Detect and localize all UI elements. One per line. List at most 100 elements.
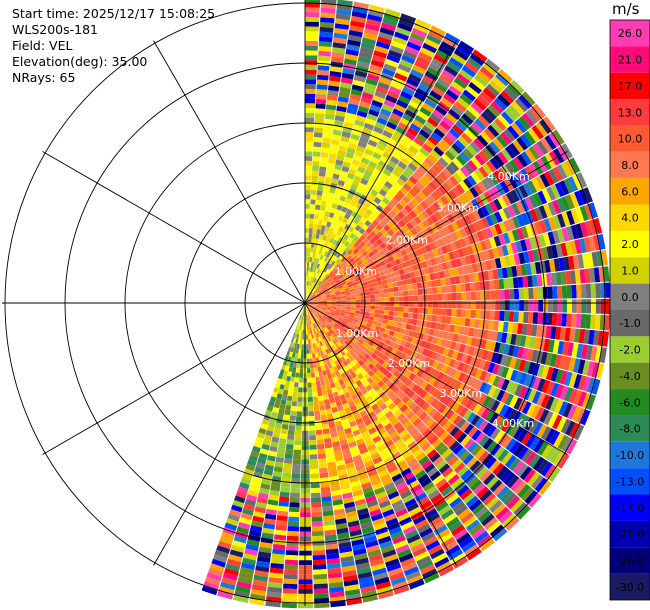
velocity-gate — [495, 300, 500, 311]
velocity-gate — [341, 271, 347, 277]
velocity-gate — [320, 17, 335, 24]
velocity-gate — [325, 236, 331, 243]
velocity-gate — [345, 268, 351, 274]
velocity-gate — [389, 209, 397, 218]
velocity-gate — [418, 254, 426, 263]
velocity-gate — [306, 271, 309, 277]
velocity-gate — [348, 204, 356, 211]
velocity-gate — [489, 200, 499, 213]
velocity-gate — [465, 283, 471, 292]
velocity-gate — [473, 138, 485, 150]
velocity-gate — [370, 189, 379, 197]
velocity-gate — [569, 157, 581, 174]
velocity-gate — [475, 309, 481, 319]
velocity-gate — [334, 271, 340, 276]
velocity-gate — [360, 295, 366, 299]
velocity-gate — [412, 283, 418, 290]
velocity-gate — [388, 310, 394, 316]
velocity-gate — [322, 261, 327, 267]
velocity-gate — [327, 299, 332, 302]
velocity-gate — [345, 152, 354, 159]
velocity-gate — [312, 298, 318, 301]
velocity-gate — [478, 166, 489, 178]
velocity-gate — [352, 124, 363, 132]
velocity-gate — [480, 205, 490, 217]
velocity-gate — [429, 273, 436, 281]
velocity-gate — [305, 64, 317, 70]
velocity-gate — [518, 252, 526, 265]
velocity-gate — [438, 228, 447, 238]
velocity-gate — [396, 68, 410, 78]
velocity-gate — [390, 276, 397, 283]
velocity-gate — [520, 264, 528, 276]
velocity-gate — [307, 286, 310, 291]
velocity-gate — [458, 116, 471, 129]
velocity-gate — [561, 285, 568, 299]
velocity-gate — [560, 242, 568, 257]
velocity-gate — [384, 205, 392, 213]
velocity-gate — [326, 252, 331, 258]
velocity-gate — [321, 295, 327, 299]
velocity-gate — [551, 313, 558, 326]
velocity-gate — [308, 411, 315, 417]
velocity-gate — [349, 251, 356, 258]
velocity-gate — [346, 193, 354, 200]
velocity-gate — [338, 226, 344, 233]
velocity-gate — [453, 101, 467, 113]
velocity-gate — [542, 286, 548, 299]
velocity-gate — [435, 174, 445, 185]
velocity-gate — [463, 225, 472, 236]
velocity-gate — [372, 184, 382, 193]
velocity-gate — [480, 240, 488, 251]
velocity-gate — [307, 276, 310, 282]
velocity-gate — [299, 545, 312, 551]
velocity-gate — [295, 372, 300, 378]
velocity-gate — [485, 215, 494, 227]
velocity-gate — [420, 47, 435, 58]
velocity-gate — [561, 227, 570, 242]
velocity-gate — [329, 187, 336, 194]
velocity-gate — [581, 299, 587, 314]
velocity-gate — [357, 198, 366, 206]
velocity-gate — [470, 102, 484, 115]
velocity-gate — [437, 308, 443, 316]
velocity-gate — [539, 219, 548, 234]
velocity-gate — [286, 395, 293, 402]
velocity-gate — [408, 301, 414, 307]
velocity-gate — [368, 287, 375, 292]
velocity-gate — [367, 14, 383, 23]
velocity-gate — [355, 170, 364, 178]
velocity-gate — [346, 297, 352, 301]
velocity-gate — [338, 242, 344, 249]
velocity-gate — [471, 122, 484, 134]
velocity-gate — [327, 162, 335, 169]
velocity-gate — [341, 206, 348, 213]
velocity-gate — [472, 232, 480, 243]
velocity-gate — [520, 226, 529, 239]
velocity-gate — [317, 219, 323, 225]
velocity-gate — [413, 295, 419, 302]
velocity-gate — [347, 271, 353, 277]
velocity-gate — [563, 178, 574, 194]
velocity-gate — [361, 37, 377, 46]
velocity-gate — [450, 284, 457, 293]
velocity-gate — [383, 239, 391, 247]
velocity-gate — [321, 298, 327, 300]
velocity-gate — [313, 564, 327, 570]
velocity-gate — [297, 396, 303, 402]
velocity-gate — [469, 53, 485, 66]
velocity-gate — [436, 77, 451, 89]
velocity-gate — [380, 275, 387, 281]
velocity-gate — [337, 236, 344, 243]
velocity-gate — [305, 2, 320, 8]
velocity-gate — [456, 300, 462, 309]
velocity-gate — [404, 272, 411, 280]
velocity-gate — [384, 180, 393, 189]
velocity-gate — [552, 129, 565, 145]
velocity-gate — [358, 182, 367, 190]
velocity-gate — [319, 375, 325, 382]
velocity-gate — [360, 178, 369, 186]
velocity-gate — [331, 282, 337, 287]
velocity-gate — [552, 166, 564, 182]
velocity-gate — [317, 74, 329, 81]
